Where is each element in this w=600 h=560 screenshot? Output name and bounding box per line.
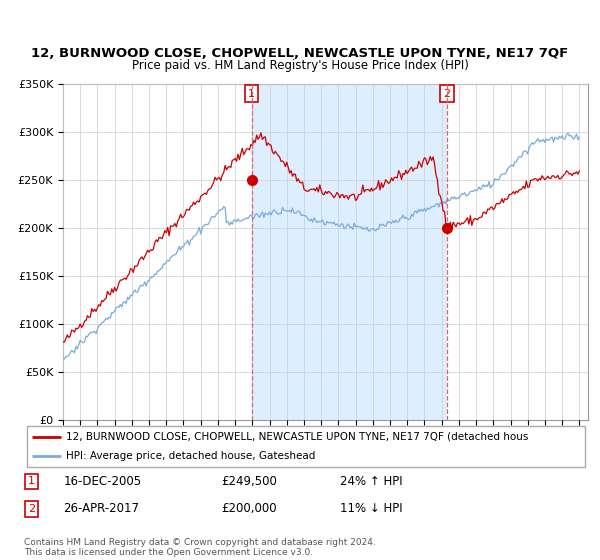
FancyBboxPatch shape (27, 427, 585, 467)
Text: 16-DEC-2005: 16-DEC-2005 (64, 475, 142, 488)
Text: 2: 2 (28, 504, 35, 514)
Text: Contains HM Land Registry data © Crown copyright and database right 2024.
This d: Contains HM Land Registry data © Crown c… (24, 538, 376, 557)
Text: Price paid vs. HM Land Registry's House Price Index (HPI): Price paid vs. HM Land Registry's House … (131, 59, 469, 72)
Text: 1: 1 (248, 88, 255, 99)
Text: HPI: Average price, detached house, Gateshead: HPI: Average price, detached house, Gate… (66, 451, 316, 461)
Bar (251, 84, 447, 420)
Text: 26-APR-2017: 26-APR-2017 (64, 502, 139, 515)
Text: 24% ↑ HPI: 24% ↑ HPI (340, 475, 403, 488)
Text: £200,000: £200,000 (221, 502, 277, 515)
Text: 12, BURNWOOD CLOSE, CHOPWELL, NEWCASTLE UPON TYNE, NE17 7QF (detached hous: 12, BURNWOOD CLOSE, CHOPWELL, NEWCASTLE … (66, 432, 529, 442)
Text: 12, BURNWOOD CLOSE, CHOPWELL, NEWCASTLE UPON TYNE, NE17 7QF: 12, BURNWOOD CLOSE, CHOPWELL, NEWCASTLE … (31, 48, 569, 60)
Text: 2: 2 (443, 88, 450, 99)
Text: £249,500: £249,500 (221, 475, 277, 488)
Text: 11% ↓ HPI: 11% ↓ HPI (340, 502, 403, 515)
Text: 1: 1 (28, 477, 35, 486)
